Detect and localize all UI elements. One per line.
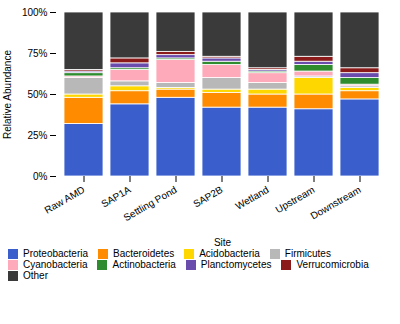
svg-text:100%: 100% — [22, 7, 48, 18]
svg-text:0%: 0% — [33, 171, 48, 182]
html-text:Actinobacteria: Actinobacteria — [112, 259, 176, 270]
html-text:Proteobacteria: Proteobacteria — [23, 248, 88, 259]
svg-text:50%: 50% — [27, 89, 47, 100]
svg-text:Wetland: Wetland — [233, 184, 270, 212]
html-text:Acidobacteria: Acidobacteria — [199, 248, 260, 259]
svg-text:Downstream: Downstream — [308, 184, 362, 222]
svg-text:SAP1A: SAP1A — [99, 184, 133, 210]
html-text:Firmicutes: Firmicutes — [284, 248, 331, 259]
svg-text:Settling Pond: Settling Pond — [122, 184, 179, 223]
html-text:Verrucomicrobia: Verrucomicrobia — [296, 259, 369, 270]
html-text:Other: Other — [23, 270, 48, 281]
svg-text:SAP2B: SAP2B — [191, 184, 225, 210]
svg-text:Raw AMD: Raw AMD — [43, 184, 87, 216]
html-text:Cyanobacteria: Cyanobacteria — [23, 259, 88, 270]
svg-text:Upstream: Upstream — [273, 183, 317, 216]
svg-text:25%: 25% — [27, 130, 47, 141]
svg-text:Site: Site — [214, 237, 232, 248]
html-text:Bacteroidetes: Bacteroidetes — [113, 248, 175, 259]
svg-text:Relative Abundance: Relative Abundance — [2, 50, 13, 139]
svg-text:75%: 75% — [27, 48, 47, 59]
html-text:Planctomycetes: Planctomycetes — [200, 259, 272, 270]
